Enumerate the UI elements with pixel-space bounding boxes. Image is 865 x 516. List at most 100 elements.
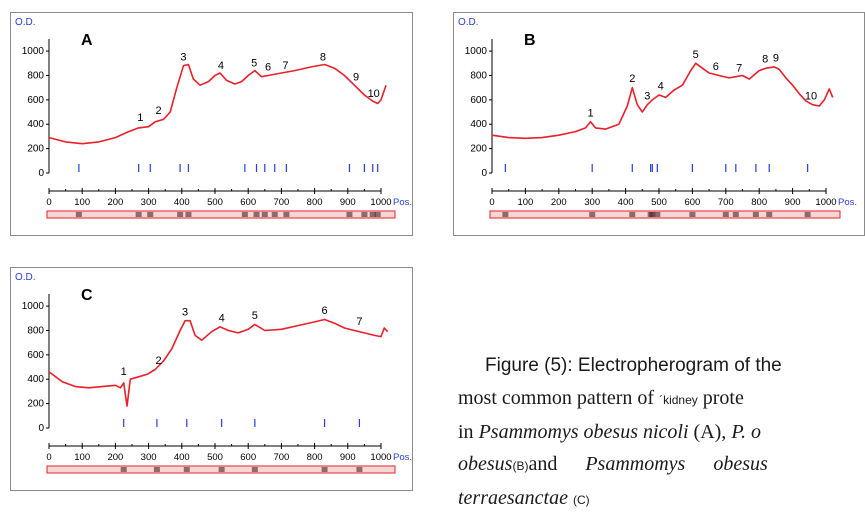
peak-label: 5 (251, 57, 257, 69)
gel-lane-strip (46, 210, 396, 219)
caption-line-4: obesus(B)and Psammomys obesus (458, 448, 865, 482)
peak-label: 10 (368, 88, 380, 100)
x-tick-label: 400 (174, 452, 190, 463)
x-tick-label: 500 (207, 197, 223, 208)
x-tick-label: 900 (340, 197, 356, 208)
x-axis-label: Pos. (393, 452, 412, 463)
x-tick-label: 400 (618, 197, 634, 208)
peak-label: 3 (180, 51, 186, 63)
density-trace (491, 62, 834, 140)
y-tick-label: 400 (470, 119, 487, 130)
x-tick-label: 600 (240, 197, 256, 208)
peak-label: 8 (762, 54, 768, 66)
gel-band (654, 212, 661, 217)
gel-band (766, 212, 773, 217)
peak-label: 6 (265, 62, 271, 74)
peak-label: 1 (587, 107, 593, 119)
x-tick-label: 100 (74, 197, 90, 208)
caption-small-text: (C) (572, 493, 590, 507)
peak-label: 6 (321, 305, 327, 317)
gel-band (689, 212, 696, 217)
x-tick-label: 300 (141, 197, 157, 208)
x-tick-label: 300 (584, 197, 600, 208)
x-tick-label: 700 (718, 197, 734, 208)
gel-band (153, 467, 160, 472)
x-tick-label: 200 (107, 197, 123, 208)
x-tick-label: 800 (751, 197, 767, 208)
x-tick-label: 1000 (370, 452, 391, 463)
peak-label: 4 (219, 312, 225, 324)
caption-line-1: Figure (5): Electropherogram of the (485, 355, 782, 376)
x-tick-label: 700 (273, 197, 289, 208)
gel-band (135, 212, 142, 217)
gel-band (369, 212, 376, 217)
y-axis-label: O.D. (15, 272, 36, 283)
peak-label: 4 (658, 81, 664, 93)
x-tick-label: 400 (174, 197, 190, 208)
peak-label: 2 (155, 105, 161, 117)
x-tick-label: 200 (107, 452, 123, 463)
peak-label: 2 (155, 355, 161, 367)
gel-band (752, 212, 759, 217)
x-tick-label: 600 (240, 452, 256, 463)
y-tick-label: 600 (27, 350, 44, 361)
electropherogram-panel-a: O.D. A 0 200 400 600 800 1000 0 100 200 300 400 500 60… (10, 12, 413, 236)
gel-band (321, 467, 328, 472)
gel-band (75, 212, 82, 217)
y-tick-label: 1000 (465, 46, 488, 57)
x-tick-label: 900 (785, 197, 801, 208)
chart-c-svg: O.D. C 0 200 400 600 800 1000 0 100 200 300 400 500 60… (15, 272, 412, 474)
y-tick-label: 800 (27, 70, 44, 81)
x-tick-label: 100 (74, 452, 90, 463)
y-tick-label: 600 (27, 95, 44, 106)
y-tick-label: 200 (27, 399, 44, 410)
x-tick-label: 0 (46, 452, 51, 463)
density-trace (48, 63, 387, 145)
x-axis-label: Pos. (838, 197, 857, 208)
gel-band (271, 212, 278, 217)
caption-line-2: most common pattern of ´kidney prote (458, 382, 865, 416)
y-tick-label: 1000 (22, 301, 45, 312)
peak-label: 4 (218, 60, 224, 72)
caption-line-5: terraesanctae (C) (458, 482, 865, 516)
x-tick-label: 800 (307, 197, 323, 208)
peak-label: 9 (353, 71, 359, 83)
x-tick-label: 600 (684, 197, 700, 208)
y-tick-label: 400 (27, 119, 44, 130)
peak-label: 7 (282, 60, 288, 72)
gel-band (241, 212, 248, 217)
peak-label: 7 (356, 316, 362, 328)
peak-label: 7 (736, 62, 742, 74)
gel-band (502, 212, 509, 217)
gel-band (185, 212, 192, 217)
x-tick-label: 500 (207, 452, 223, 463)
x-tick-label: 300 (141, 452, 157, 463)
caption-text: most common pattern of (458, 387, 655, 409)
peak-label: 6 (713, 61, 719, 73)
density-trace (48, 318, 389, 407)
x-tick-label: 100 (517, 197, 533, 208)
y-tick-label: 400 (27, 374, 44, 385)
peak-label: 5 (693, 49, 699, 61)
panel-letter: C (81, 287, 93, 304)
y-tick-label: 200 (470, 144, 487, 155)
gel-band (253, 212, 260, 217)
electropherogram-panel-c: O.D. C 0 200 400 600 800 1000 0 100 200 300 400 500 60… (10, 267, 413, 491)
y-tick-label: 0 (38, 168, 44, 179)
caption-line-3: in Psammomys obesus nicoli (A), P. o (458, 416, 865, 448)
x-tick-label: 200 (551, 197, 567, 208)
peak-label: 3 (644, 90, 650, 102)
x-tick-label: 0 (489, 197, 494, 208)
chart-a-svg: O.D. A 0 200 400 600 800 1000 0 100 200 300 400 500 60… (15, 17, 412, 219)
peak-label: 3 (182, 306, 188, 318)
x-tick-label: 900 (340, 452, 356, 463)
caption-text: in (458, 421, 474, 443)
gel-band (177, 212, 184, 217)
gel-band (629, 212, 636, 217)
electropherogram-panel-b: O.D. B 0 200 400 600 800 1000 0 100 200 300 400 500 60… (453, 12, 865, 236)
gel-band (283, 212, 290, 217)
caption-text: (A), (693, 421, 727, 443)
gel-band (374, 212, 381, 217)
caption-tick: ´ (659, 393, 664, 407)
gel-lane-strip (489, 210, 841, 219)
